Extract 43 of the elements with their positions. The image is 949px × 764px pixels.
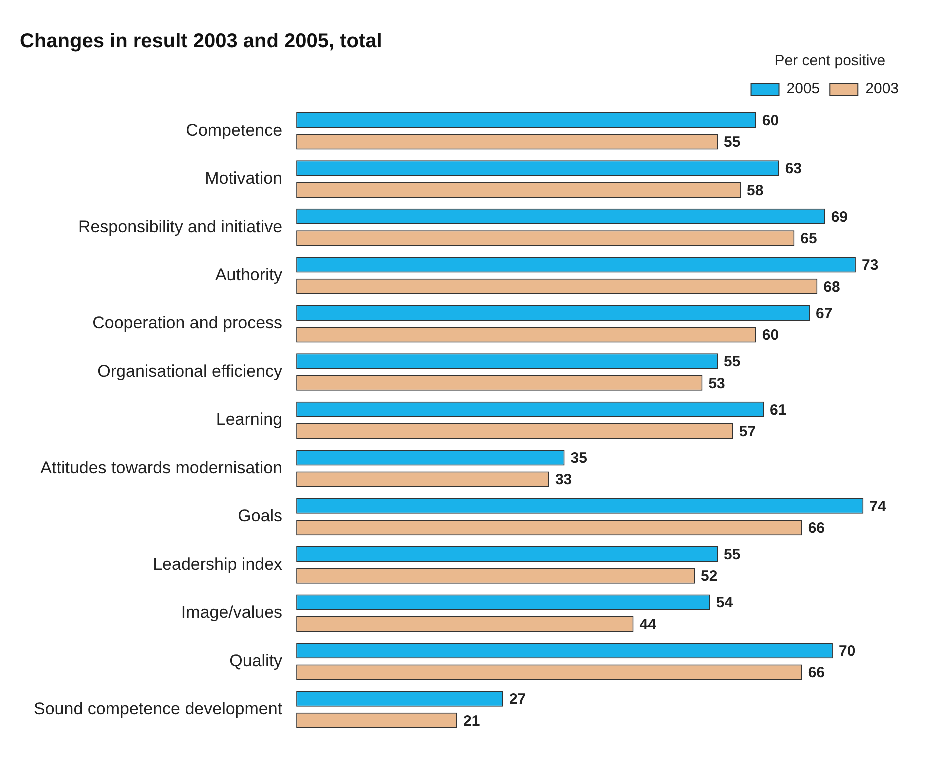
data-label: 60 [762, 112, 780, 130]
y-tick-label: Cooperation and process [92, 314, 283, 333]
legend-title: Per cent positive [774, 52, 886, 70]
y-tick-label: Learning [216, 410, 283, 430]
data-label: 21 [463, 712, 480, 730]
data-label: 69 [831, 208, 848, 226]
data-label: 60 [762, 327, 780, 344]
y-tick-label: Attitudes towards modernisation [40, 458, 283, 478]
data-label: 54 [716, 594, 734, 612]
legend-label: 2005 [786, 80, 820, 98]
legend-label: 2003 [866, 80, 900, 98]
data-label: 66 [808, 664, 826, 682]
y-tick-label: Image/values [181, 603, 283, 622]
data-label: 27 [509, 691, 526, 708]
data-label: 57 [739, 423, 756, 440]
y-tick-label: Authority [215, 265, 284, 284]
data-label: 55 [724, 134, 741, 152]
data-label: 52 [701, 568, 718, 586]
data-label: 53 [708, 375, 726, 392]
data-label: 67 [816, 305, 833, 322]
y-tick-label: Responsibility and initiative [78, 217, 283, 236]
data-label: 55 [724, 354, 741, 371]
data-label: 58 [747, 182, 764, 200]
data-label: 65 [800, 230, 818, 248]
y-tick-label: Motivation [205, 169, 283, 188]
data-label: 63 [785, 160, 802, 178]
y-tick-label: Sound competence development [34, 700, 283, 719]
chart-title: Changes in result 2003 and 2005, total [20, 30, 382, 53]
data-label: 73 [862, 257, 879, 274]
y-tick-label: Goals [238, 506, 283, 526]
data-label: 44 [640, 616, 658, 634]
data-label: 35 [570, 450, 588, 468]
data-label: 66 [808, 520, 826, 537]
data-label: 68 [824, 278, 840, 296]
data-label: 74 [870, 498, 887, 516]
data-label: 33 [555, 472, 572, 489]
y-tick-label: Organisational efficiency [98, 362, 284, 381]
data-label: 55 [724, 546, 741, 564]
y-tick-label: Leadership index [153, 554, 284, 574]
data-label: 70 [838, 642, 856, 660]
y-tick-label: Competence [186, 120, 283, 140]
data-label: 61 [770, 402, 787, 419]
y-tick-label: Quality [230, 651, 284, 670]
